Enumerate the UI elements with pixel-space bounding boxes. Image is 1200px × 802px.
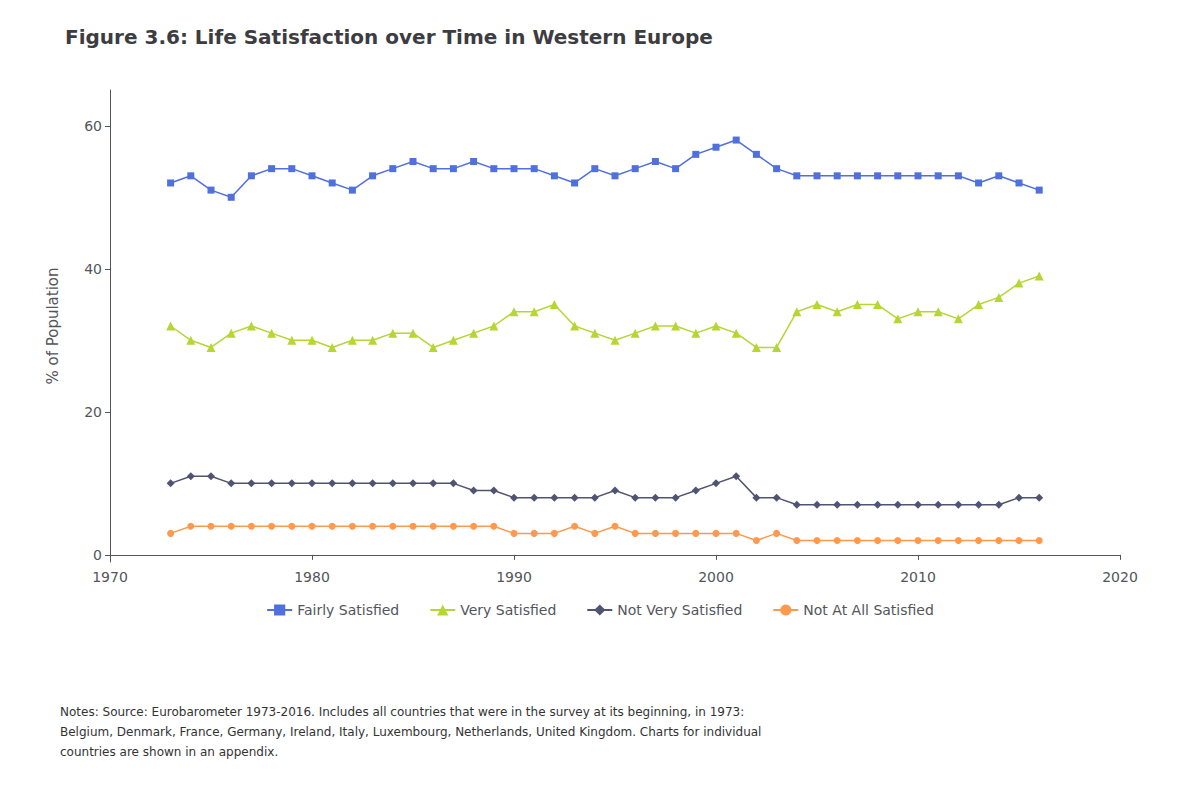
svg-text:40: 40 (84, 261, 102, 277)
svg-text:Belgium, Denmark, France, Germ: Belgium, Denmark, France, Germany, Irela… (60, 725, 761, 739)
svg-text:Not Very Satisfied: Not Very Satisfied (617, 602, 742, 618)
svg-text:Very Satisfied: Very Satisfied (460, 602, 556, 618)
svg-text:Figure 3.6: Life Satisfaction: Figure 3.6: Life Satisfaction over Time … (65, 25, 713, 49)
svg-text:2000: 2000 (698, 569, 734, 585)
svg-text:Not At All Satisfied: Not At All Satisfied (803, 602, 934, 618)
svg-text:1990: 1990 (496, 569, 532, 585)
svg-text:2010: 2010 (900, 569, 936, 585)
svg-text:1980: 1980 (294, 569, 330, 585)
svg-text:Fairly Satisfied: Fairly Satisfied (297, 602, 399, 618)
svg-text:2020: 2020 (1102, 569, 1138, 585)
svg-text:countries are shown in an appe: countries are shown in an appendix. (60, 745, 278, 759)
svg-text:Notes: Source: Eurobarometer 1: Notes: Source: Eurobarometer 1973-2016. … (60, 705, 744, 719)
svg-text:1970: 1970 (92, 569, 128, 585)
svg-text:% of Population: % of Population (44, 267, 62, 384)
svg-text:60: 60 (84, 118, 102, 134)
svg-text:0: 0 (93, 547, 102, 563)
svg-text:20: 20 (84, 404, 102, 420)
